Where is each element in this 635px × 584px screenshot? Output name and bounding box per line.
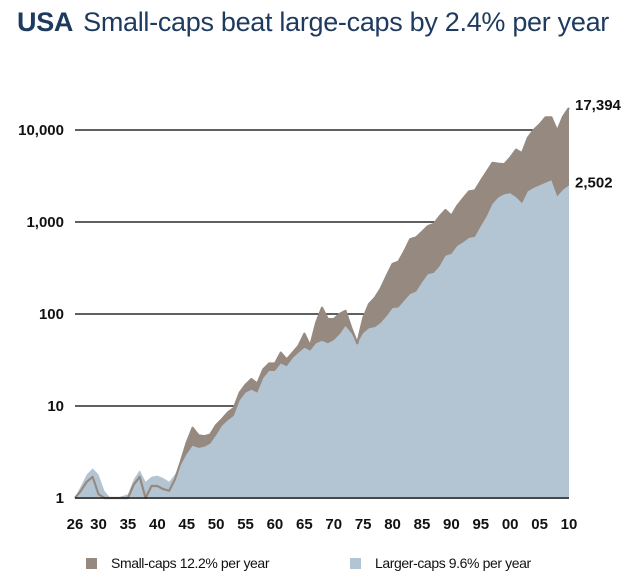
x-tick-label: 05 <box>531 516 548 533</box>
y-axis-ticks: 1 10 100 1,000 10,000 <box>18 122 64 507</box>
x-tick-label: 00 <box>502 516 519 533</box>
y-tick-label: 100 <box>39 306 64 323</box>
title-subtitle: Small-caps beat large-caps by 2.4% per y… <box>83 7 609 37</box>
y-tick-label: 10 <box>47 398 64 415</box>
chart-title: USA Small-caps beat large-caps by 2.4% pe… <box>17 7 609 38</box>
area-large-caps <box>75 180 569 498</box>
y-tick-label: 1,000 <box>26 214 64 231</box>
legend-swatch-small-caps <box>86 557 97 569</box>
x-tick-label: 50 <box>208 516 225 533</box>
x-tick-label: 30 <box>90 516 107 533</box>
x-tick-label: 70 <box>325 516 342 533</box>
x-tick-label: 60 <box>267 516 284 533</box>
legend-label-small-caps: Small-caps 12.2% per year <box>111 555 270 571</box>
end-label-small-caps: 17,394 <box>575 97 622 114</box>
legend-item-small-caps: Small-caps 12.2% per year <box>86 555 269 571</box>
x-tick-label: 90 <box>443 516 460 533</box>
x-tick-label: 26 <box>67 516 84 533</box>
x-axis-ticks: 26 30 35 40 45 50 55 60 65 70 75 80 85 90 95 00 05 10 <box>67 516 578 533</box>
series-areas <box>74 107 570 500</box>
x-tick-label: 10 <box>561 516 578 533</box>
x-tick-label: 75 <box>355 516 372 533</box>
x-tick-label: 35 <box>120 516 137 533</box>
end-labels: 17,394 2,502 <box>575 97 622 191</box>
y-tick-label: 10,000 <box>18 122 64 139</box>
y-tick-label: 1 <box>56 490 64 507</box>
x-tick-label: 80 <box>384 516 401 533</box>
end-label-large-caps: 2,502 <box>575 174 613 191</box>
x-tick-label: 40 <box>149 516 166 533</box>
title-country: USA <box>17 7 74 37</box>
x-tick-label: 45 <box>178 516 195 533</box>
x-tick-label: 85 <box>414 516 431 533</box>
x-tick-label: 95 <box>472 516 489 533</box>
x-tick-label: 55 <box>237 516 254 533</box>
legend-label-large-caps: Larger-caps 9.6% per year <box>375 555 531 571</box>
line-small-caps <box>74 107 570 500</box>
legend-swatch-large-caps <box>350 557 361 569</box>
legend-item-large-caps: Larger-caps 9.6% per year <box>350 555 531 571</box>
x-tick-label: 65 <box>296 516 313 533</box>
